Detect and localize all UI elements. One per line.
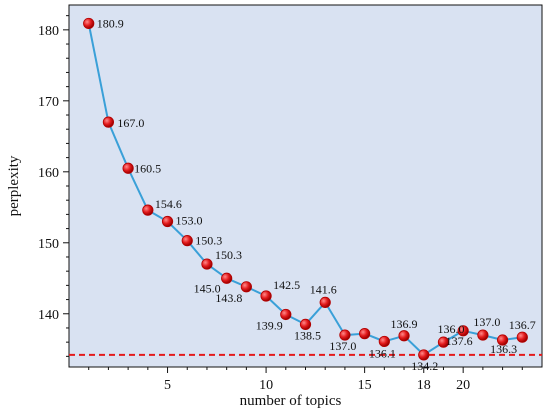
x-axis-title: number of topics <box>240 393 342 409</box>
data-point <box>280 308 292 321</box>
data-label: 136.7 <box>509 318 536 332</box>
data-label: 154.6 <box>155 197 182 211</box>
data-point <box>122 162 134 174</box>
data-point <box>477 329 489 341</box>
data-label: 137.0 <box>473 315 500 329</box>
data-label: 139.9 <box>256 318 283 332</box>
x-tick-label: 18 <box>417 378 431 393</box>
x-tick-label: 20 <box>456 378 470 393</box>
y-tick-label: 140 <box>38 308 59 323</box>
data-label: 136.9 <box>391 317 418 331</box>
x-tick-label: 5 <box>164 378 171 393</box>
y-tick-label: 150 <box>38 237 59 252</box>
data-label: 136.0 <box>437 322 464 336</box>
data-label: 141.6 <box>310 282 337 296</box>
data-point <box>299 318 312 331</box>
data-point <box>142 204 154 216</box>
data-point <box>516 331 528 343</box>
data-point <box>378 335 390 348</box>
data-point <box>181 235 193 247</box>
data-point <box>260 290 272 302</box>
data-label: 138.5 <box>294 328 321 342</box>
data-point <box>496 334 509 346</box>
data-label: 150.3 <box>195 234 222 248</box>
data-label: 137.6 <box>446 334 473 348</box>
plot-area <box>68 4 543 368</box>
data-point <box>437 336 450 348</box>
data-point <box>418 349 430 361</box>
y-tick-label: 180 <box>38 24 59 39</box>
data-label: 142.5 <box>273 278 300 292</box>
data-label: 180.9 <box>97 16 124 30</box>
data-point <box>319 296 331 309</box>
data-label: 167.0 <box>117 116 144 130</box>
data-label: 143.8 <box>215 291 242 305</box>
data-label: 136.1 <box>369 346 396 360</box>
data-point <box>102 116 115 128</box>
data-label: 136.3 <box>490 342 517 356</box>
data-label: 145.0 <box>194 281 221 295</box>
data-point <box>161 215 174 228</box>
data-label: 160.5 <box>134 161 161 175</box>
data-point <box>359 328 371 340</box>
y-tick-label: 170 <box>38 95 59 110</box>
data-point <box>221 272 233 284</box>
data-point <box>83 17 95 30</box>
data-label: 137.0 <box>329 339 356 353</box>
y-tick-label: 160 <box>38 166 59 181</box>
data-label: 153.0 <box>176 213 203 227</box>
data-label: 150.3 <box>215 248 242 262</box>
data-point <box>240 281 252 293</box>
data-point <box>201 258 213 270</box>
data-point <box>339 329 351 341</box>
x-tick-label: 15 <box>358 378 372 393</box>
x-tick-label: 10 <box>259 378 273 393</box>
y-axis-title: perplexity <box>6 155 22 216</box>
data-label: 134.2 <box>411 359 438 373</box>
data-point <box>457 325 469 337</box>
data-point <box>398 330 410 342</box>
